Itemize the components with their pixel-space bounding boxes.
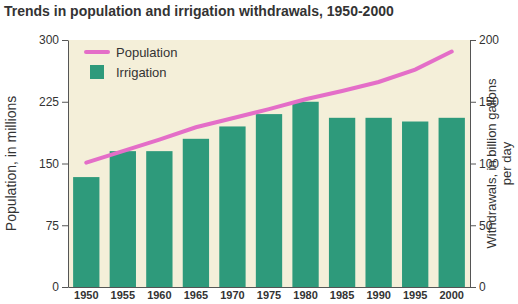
tick-label: 1975	[257, 289, 281, 301]
title: Trends in population and irrigation with…	[4, 3, 394, 19]
plot-background	[68, 40, 470, 287]
tick: 225	[39, 95, 68, 109]
tick-mark	[62, 102, 68, 103]
tick-mark	[470, 287, 476, 288]
tick-label: 1950	[74, 289, 98, 301]
y2-axis-title: Withdrawals, in billion gallonsper day	[484, 78, 514, 248]
legend-label: Irrigation	[116, 65, 167, 80]
bar	[219, 126, 245, 287]
bar	[183, 139, 209, 287]
tick: 2000	[439, 289, 463, 301]
tick: 1965	[184, 289, 208, 301]
chart: Trends in population and irrigation with…	[0, 0, 518, 304]
tick-mark	[62, 40, 68, 41]
legend-label: Population	[116, 45, 177, 60]
bar	[365, 118, 391, 287]
tick-mark	[470, 40, 476, 41]
tick-mark	[470, 102, 476, 103]
bar	[329, 118, 355, 287]
tick-label: 300	[39, 33, 59, 47]
tick: 1950	[74, 289, 98, 301]
plot: 0751502253000501001502001950195519601965…	[39, 33, 499, 300]
bar	[292, 102, 318, 287]
marks	[73, 52, 465, 287]
tick-label: 1990	[366, 289, 390, 301]
tick: 1960	[147, 289, 171, 301]
tick: 1985	[330, 289, 354, 301]
tick: 150	[39, 157, 68, 171]
tick-label: 1970	[220, 289, 244, 301]
tick-label: 1955	[111, 289, 135, 301]
tick-label: 0	[52, 280, 59, 294]
tick: 1995	[403, 289, 427, 301]
y-axis: 0 75 150 225 300	[39, 33, 69, 294]
bar	[73, 177, 99, 287]
bar	[439, 118, 465, 287]
legend-swatch	[90, 65, 104, 79]
tick: 0	[52, 280, 68, 294]
tick-label: 1965	[184, 289, 208, 301]
tick-label: 1960	[147, 289, 171, 301]
tick: 1970	[220, 289, 244, 301]
tick: 75	[46, 219, 68, 233]
tick-mark	[62, 164, 68, 165]
tick: 0	[470, 280, 486, 294]
tick-label: 2000	[439, 289, 463, 301]
y-axis-title: Population, in millions	[3, 96, 19, 231]
tick: 1990	[366, 289, 390, 301]
tick: 200	[470, 33, 499, 47]
bar	[110, 151, 136, 287]
legend-item: Population	[86, 45, 177, 60]
tick-label: 0	[479, 280, 486, 294]
bar	[146, 151, 172, 287]
legend-item: Irrigation	[90, 65, 167, 80]
axis-line	[68, 41, 69, 288]
tick-label: 1980	[293, 289, 317, 301]
bar	[402, 122, 428, 287]
tick: 1955	[111, 289, 135, 301]
legend: Population Irrigation	[86, 45, 177, 80]
tick-mark	[470, 225, 476, 226]
legend-swatch	[86, 50, 108, 54]
tick: 1980	[293, 289, 317, 301]
tick-mark	[62, 287, 68, 288]
tick-label: 1995	[403, 289, 427, 301]
tick-label: 200	[479, 33, 499, 47]
tick-label: 225	[39, 95, 59, 109]
bar	[256, 114, 282, 287]
bar-series	[73, 102, 465, 287]
tick-label: 150	[39, 157, 59, 171]
tick-mark	[62, 225, 68, 226]
line	[86, 52, 451, 163]
tick: 1975	[257, 289, 281, 301]
y2-axis: 050100150200	[470, 33, 499, 294]
tick-label: 75	[46, 219, 60, 233]
x-axis: 1950 1955 1960 1965 1970 1975 1980 1985 1990 1995…	[69, 288, 471, 301]
tick: 300	[39, 33, 68, 47]
tick-label: 1985	[330, 289, 354, 301]
tick-mark	[470, 164, 476, 165]
